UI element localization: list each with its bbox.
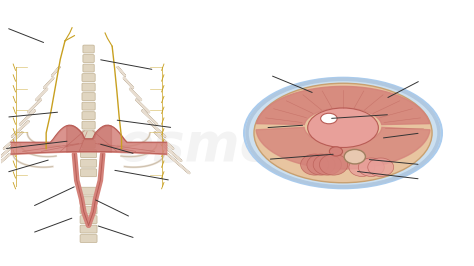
FancyBboxPatch shape xyxy=(82,121,95,129)
FancyBboxPatch shape xyxy=(80,187,97,195)
FancyBboxPatch shape xyxy=(82,140,95,148)
FancyBboxPatch shape xyxy=(80,216,97,223)
Ellipse shape xyxy=(320,113,337,124)
Ellipse shape xyxy=(329,147,343,156)
Text: osmosis: osmosis xyxy=(117,120,357,172)
Ellipse shape xyxy=(344,149,365,164)
FancyBboxPatch shape xyxy=(81,150,97,158)
Circle shape xyxy=(308,108,378,147)
Circle shape xyxy=(254,83,432,183)
FancyBboxPatch shape xyxy=(83,55,94,63)
FancyBboxPatch shape xyxy=(82,102,95,110)
FancyBboxPatch shape xyxy=(80,235,97,243)
FancyBboxPatch shape xyxy=(82,74,95,82)
FancyBboxPatch shape xyxy=(83,45,94,53)
Circle shape xyxy=(244,78,442,188)
Ellipse shape xyxy=(301,154,329,175)
FancyBboxPatch shape xyxy=(82,83,95,91)
FancyBboxPatch shape xyxy=(83,64,94,72)
FancyBboxPatch shape xyxy=(82,131,95,139)
Polygon shape xyxy=(256,127,430,169)
Polygon shape xyxy=(256,86,429,124)
Ellipse shape xyxy=(313,154,341,175)
Ellipse shape xyxy=(368,158,394,176)
FancyBboxPatch shape xyxy=(81,159,97,167)
FancyBboxPatch shape xyxy=(80,206,97,214)
FancyBboxPatch shape xyxy=(80,197,97,205)
FancyBboxPatch shape xyxy=(80,225,97,233)
Ellipse shape xyxy=(307,154,335,175)
Ellipse shape xyxy=(349,158,375,176)
Ellipse shape xyxy=(319,154,348,175)
FancyBboxPatch shape xyxy=(81,169,97,177)
Ellipse shape xyxy=(358,158,384,176)
FancyBboxPatch shape xyxy=(82,93,95,101)
FancyBboxPatch shape xyxy=(82,112,95,120)
